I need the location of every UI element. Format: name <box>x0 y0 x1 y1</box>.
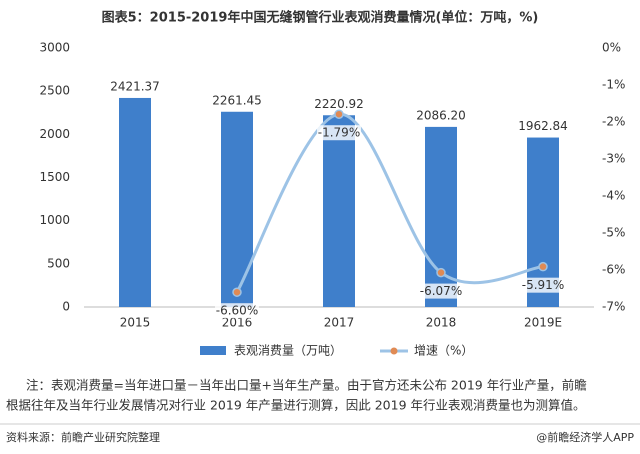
legend-label: 增速（%） <box>414 344 473 358</box>
credit: @前瞻经济学人APP <box>536 430 634 444</box>
legend-marker <box>390 347 398 355</box>
bar <box>119 97 151 308</box>
source: 资料来源：前瞻产业研究院整理 <box>6 430 160 444</box>
x-tick-label: 2018 <box>426 316 457 330</box>
y2-tick-label: -5% <box>602 226 625 240</box>
y-tick-label: 1500 <box>39 170 70 184</box>
chart-title: 图表5：2015-2019年中国无缝钢管行业表观消费量情况(单位：万吨，%) <box>102 10 539 26</box>
line <box>235 112 544 293</box>
legend-label: 表观消费量（万吨） <box>234 344 342 358</box>
y-tick-label: 0 <box>62 300 70 314</box>
legend-swatch <box>200 346 226 355</box>
x-tick-label: 2017 <box>324 316 355 330</box>
line-value-label: -6.07% <box>420 284 462 298</box>
y2-tick-label: -6% <box>602 263 625 277</box>
line-value-label: -5.91% <box>522 278 564 292</box>
line-marker <box>538 261 548 272</box>
y-tick-label: 500 <box>47 256 70 270</box>
y2-tick-label: -1% <box>602 78 625 92</box>
y-tick-label: 1000 <box>39 213 70 227</box>
bar-value-label: 2086.20 <box>416 108 466 122</box>
label-bg <box>317 125 361 141</box>
x-tick-label: 2016 <box>222 316 253 330</box>
line-marker <box>436 267 446 278</box>
y2-tick-label: 0% <box>602 41 621 55</box>
y2-tick-label: -7% <box>602 300 625 314</box>
x-tick-label: 2015 <box>120 316 151 330</box>
y2-tick-label: -2% <box>602 115 625 129</box>
label-bg <box>215 303 259 319</box>
bar-value-label: 1962.84 <box>518 119 568 133</box>
note-line: 根据往年及当年行业发展情况对行业 2019 年产量进行测算，因此 2019 年行… <box>6 398 586 413</box>
y-tick-label: 2000 <box>39 127 70 141</box>
line-value-label: -6.60% <box>216 304 258 318</box>
bar-value-label: 2220.92 <box>314 97 364 111</box>
bar-value-label: 2421.37 <box>110 79 160 93</box>
y-tick-label: 3000 <box>39 41 70 55</box>
line-marker <box>232 287 242 297</box>
x-tick-label: 2019E <box>524 316 562 330</box>
line-value-label: -1.79% <box>318 126 360 140</box>
label-bg <box>419 283 463 299</box>
bar-value-label: 2261.45 <box>212 93 262 107</box>
note-line: 注：表观消费量=当年进口量－当年出口量+当年生产量。由于官方还未公布 2019 … <box>26 378 587 393</box>
bar <box>221 111 253 308</box>
label-bg <box>521 277 565 293</box>
y-tick-label: 2500 <box>39 84 70 98</box>
y2-tick-label: -3% <box>602 152 625 166</box>
bar <box>323 115 355 307</box>
line-marker <box>334 109 344 119</box>
y2-tick-label: -4% <box>602 189 625 203</box>
